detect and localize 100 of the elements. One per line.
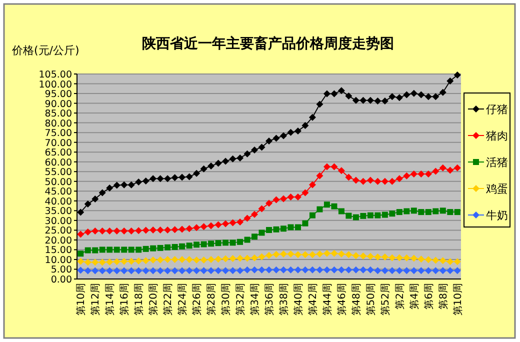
point <box>222 240 229 246</box>
point <box>302 266 309 274</box>
point <box>272 196 280 204</box>
point <box>258 253 266 260</box>
y-tick-label: 15.00 <box>44 245 72 256</box>
point <box>244 236 250 243</box>
point <box>396 267 403 274</box>
point <box>92 227 99 234</box>
point <box>446 78 454 85</box>
point <box>237 238 244 245</box>
point <box>171 226 178 234</box>
point <box>432 93 440 100</box>
point <box>258 266 266 274</box>
point <box>106 227 114 234</box>
point <box>266 252 272 259</box>
point <box>381 253 388 260</box>
point <box>164 226 172 234</box>
point <box>186 173 193 180</box>
y-tick-label: 20.00 <box>44 235 72 246</box>
point <box>294 266 302 274</box>
x-tick-label: 第48周 <box>350 283 362 316</box>
point <box>440 208 446 214</box>
point <box>302 251 309 258</box>
x-tick-label: 第34周 <box>249 283 262 316</box>
y-tick-label: 45.00 <box>44 186 72 198</box>
point <box>288 224 294 230</box>
point <box>331 203 338 210</box>
point <box>106 246 113 253</box>
point <box>128 267 135 274</box>
point <box>78 250 84 257</box>
point <box>316 266 324 274</box>
point <box>439 267 446 274</box>
point <box>84 267 92 274</box>
point <box>454 71 461 78</box>
point <box>374 212 381 218</box>
point <box>157 244 164 251</box>
x-tick-label: 第2周 <box>394 283 406 310</box>
point <box>200 267 208 274</box>
point <box>266 137 272 144</box>
point <box>150 175 157 182</box>
y-tick-label: 50.00 <box>44 176 72 188</box>
point <box>164 267 172 274</box>
point <box>178 256 186 263</box>
point <box>98 227 106 234</box>
point <box>454 164 461 172</box>
point <box>77 208 84 216</box>
point <box>338 266 345 274</box>
point <box>120 267 128 274</box>
point <box>381 97 388 104</box>
point <box>447 209 454 216</box>
point <box>120 227 128 234</box>
x-tick-label: 第10周 <box>452 283 464 316</box>
point <box>150 256 157 264</box>
point <box>84 258 92 266</box>
point <box>98 258 106 266</box>
point <box>418 256 425 263</box>
y-tick-label: 65.00 <box>44 148 72 159</box>
point <box>251 146 258 154</box>
point <box>352 266 360 274</box>
point <box>403 172 410 180</box>
point <box>345 92 352 100</box>
point <box>360 96 367 104</box>
point <box>113 267 120 274</box>
point <box>345 174 352 181</box>
point <box>106 184 114 192</box>
point <box>200 256 208 264</box>
point <box>266 226 272 233</box>
point <box>150 226 157 234</box>
point <box>236 267 244 274</box>
point <box>454 258 461 266</box>
point <box>244 150 251 158</box>
y-tick-label: 30.00 <box>44 216 72 227</box>
x-tick-label: 第36周 <box>264 283 276 316</box>
point <box>236 218 244 226</box>
point <box>302 189 309 196</box>
point <box>330 266 338 274</box>
point <box>142 226 150 234</box>
point <box>128 181 135 188</box>
point <box>113 258 120 266</box>
point <box>178 226 186 233</box>
point <box>135 258 142 265</box>
point <box>360 266 367 274</box>
point <box>186 225 193 232</box>
point <box>403 254 410 262</box>
point <box>98 267 106 274</box>
point <box>302 122 309 130</box>
point <box>120 258 128 265</box>
point <box>338 250 345 258</box>
point <box>403 91 410 98</box>
point <box>186 256 193 263</box>
point <box>366 176 374 184</box>
y-tick-label: 85.00 <box>44 108 72 120</box>
point <box>171 267 178 274</box>
y-tick-label: 90.00 <box>44 98 72 110</box>
point <box>352 252 360 260</box>
point <box>142 267 150 274</box>
point <box>439 257 446 264</box>
point <box>92 258 99 266</box>
point <box>142 257 150 264</box>
point <box>266 266 272 274</box>
